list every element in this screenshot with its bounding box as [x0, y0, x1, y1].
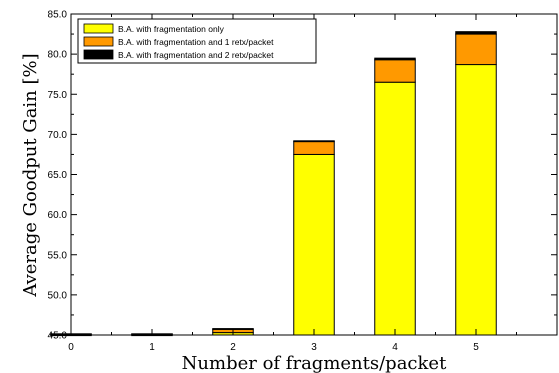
bar-x3-series-2	[293, 141, 335, 155]
legend-label-fragmentation-only: B.A. with fragmentation only	[118, 24, 225, 34]
x-tick-label: 2	[230, 342, 236, 353]
y-tick-label: 55.0	[48, 250, 68, 261]
y-axis-tick-labels: 45.0 50.0 55.0 60.0 65.0 70.0 75.0 80.0 85.0	[48, 10, 68, 342]
y-tick-label: 85.0	[48, 10, 68, 21]
x-tick-label: 3	[311, 342, 317, 353]
y-tick-label: 60.0	[48, 210, 68, 221]
bar-x4-series-3	[374, 57, 416, 61]
y-tick-label: 50.0	[48, 290, 68, 301]
legend-label-2-retx: B.A. with fragmentation and 2 retx/packe…	[118, 50, 274, 60]
bar-x3-series-1	[293, 153, 335, 336]
bar-x4-series-1	[374, 81, 416, 336]
x-tick-label: 1	[149, 342, 155, 353]
y-axis-label: Average Goodput Gain [%]	[20, 53, 41, 297]
x-tick-label: 4	[392, 342, 398, 353]
bar-x4-series-2	[374, 59, 416, 83]
bar-x5-series-2	[455, 33, 497, 66]
bar-x5-series-3	[455, 31, 497, 35]
x-tick-label: 0	[68, 342, 74, 353]
legend-swatch-1-retx	[83, 36, 114, 47]
legend-swatch-fragmentation-only	[83, 23, 114, 34]
y-tick-label: 45.0	[48, 331, 68, 342]
y-tick-label: 65.0	[48, 170, 68, 181]
legend-swatch-2-retx	[83, 49, 114, 60]
x-axis-tick-labels: 0 1 2 3 4 5	[68, 342, 479, 353]
bar-x5-series-1	[455, 64, 497, 336]
x-axis-label: Number of fragments/packet	[182, 353, 447, 373]
y-tick-label: 70.0	[48, 130, 68, 141]
bar-x3-series-3	[293, 140, 335, 143]
bars-layer	[50, 31, 497, 337]
x-tick-label: 5	[473, 342, 479, 353]
y-tick-label: 80.0	[48, 50, 68, 61]
legend: B.A. with fragmentation only B.A. with f…	[77, 18, 317, 64]
legend-label-1-retx: B.A. with fragmentation and 1 retx/packe…	[118, 37, 274, 47]
y-tick-label: 75.0	[48, 90, 68, 101]
legend-box	[77, 18, 317, 64]
